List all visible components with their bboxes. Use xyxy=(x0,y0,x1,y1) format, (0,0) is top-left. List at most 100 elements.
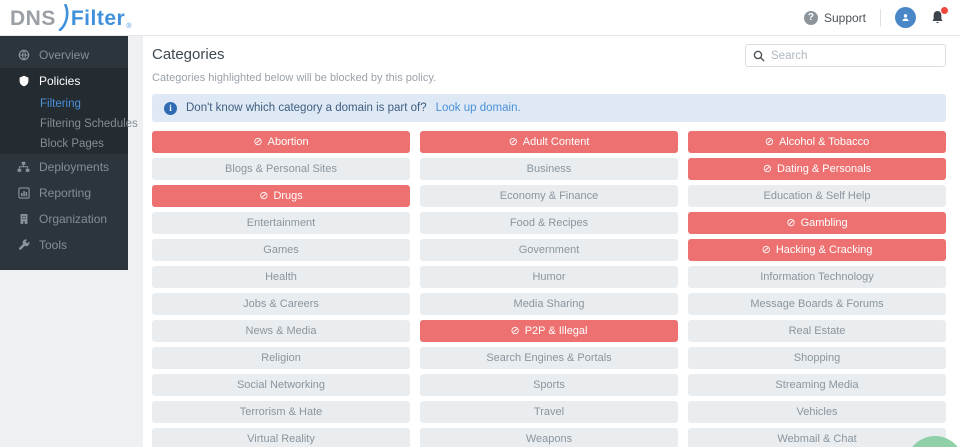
category-label: Webmail & Chat xyxy=(777,433,857,445)
category-abortion[interactable]: ⊘ Abortion xyxy=(152,131,410,153)
blocked-icon: ⊘ xyxy=(764,135,774,148)
page-subtitle: Categories highlighted below will be blo… xyxy=(152,72,437,84)
sidebar-item-label: Overview xyxy=(39,48,90,62)
category-label: Drugs xyxy=(273,190,303,202)
chat-bubble-button[interactable] xyxy=(906,436,960,447)
category-label: Humor xyxy=(532,271,566,283)
user-avatar-button[interactable] xyxy=(895,7,916,28)
category-label: Adult Content xyxy=(522,136,590,148)
category-shopping[interactable]: Shopping xyxy=(688,347,946,369)
category-label: Alcohol & Tobacco xyxy=(778,136,870,148)
category-label: Media Sharing xyxy=(513,298,585,310)
blocked-icon: ⊘ xyxy=(761,243,771,256)
sidebar-item-policies[interactable]: Policies xyxy=(0,68,128,94)
category-real-estate[interactable]: Real Estate xyxy=(688,320,946,342)
category-label: Terrorism & Hate xyxy=(239,406,323,418)
category-entertainment[interactable]: Entertainment xyxy=(152,212,410,234)
lookup-domain-link[interactable]: Look up domain. xyxy=(435,102,521,114)
dnsfilter-logo[interactable]: DNS Filter ® xyxy=(10,4,131,31)
category-government[interactable]: Government xyxy=(420,239,678,261)
sidebar-item-label: Organization xyxy=(39,212,108,226)
user-icon xyxy=(902,14,909,21)
search-input[interactable] xyxy=(771,49,938,62)
category-p2p-illegal[interactable]: ⊘ P2P & Illegal xyxy=(420,320,678,342)
sidebar-item-reporting[interactable]: Reporting xyxy=(0,180,128,206)
category-drugs[interactable]: ⊘ Drugs xyxy=(152,185,410,207)
category-dating-personals[interactable]: ⊘ Dating & Personals xyxy=(688,158,946,180)
category-humor[interactable]: Humor xyxy=(420,266,678,288)
category-label: Shopping xyxy=(793,352,841,364)
category-label: Vehicles xyxy=(796,406,838,418)
logo-text-filter: Filter xyxy=(70,7,126,30)
bar-chart-icon xyxy=(17,187,30,200)
category-adult-content[interactable]: ⊘ Adult Content xyxy=(420,131,678,153)
category-health[interactable]: Health xyxy=(152,266,410,288)
topbar-right: ? Support xyxy=(803,6,948,28)
category-label: Business xyxy=(526,163,572,175)
category-weapons[interactable]: Weapons xyxy=(420,428,678,447)
blocked-icon: ⊘ xyxy=(253,135,263,148)
category-webmail-chat[interactable]: Webmail & Chat xyxy=(688,428,946,447)
sidebar-item-tools[interactable]: Tools xyxy=(0,232,128,258)
category-label: P2P & Illegal xyxy=(524,325,588,337)
category-terrorism-hate[interactable]: Terrorism & Hate xyxy=(152,401,410,423)
category-news-media[interactable]: News & Media xyxy=(152,320,410,342)
sidebar-item-overview[interactable]: Overview xyxy=(0,42,128,68)
category-label: Hacking & Cracking xyxy=(775,244,873,256)
category-label: Search Engines & Portals xyxy=(486,352,612,364)
topbar-divider xyxy=(880,8,881,27)
building-icon xyxy=(17,213,30,226)
sidebar-item-deployments[interactable]: Deployments xyxy=(0,154,128,180)
category-economy-finance[interactable]: Economy & Finance xyxy=(420,185,678,207)
category-message-boards-forums[interactable]: Message Boards & Forums xyxy=(688,293,946,315)
blocked-icon: ⊘ xyxy=(508,135,518,148)
category-label: Jobs & Careers xyxy=(243,298,319,310)
category-sports[interactable]: Sports xyxy=(420,374,678,396)
category-blogs-personal-sites[interactable]: Blogs & Personal Sites xyxy=(152,158,410,180)
notifications-button[interactable] xyxy=(930,6,948,27)
category-gambling[interactable]: ⊘ Gambling xyxy=(688,212,946,234)
lookup-banner: i Don't know which category a domain is … xyxy=(152,94,946,122)
blocked-icon: ⊘ xyxy=(510,324,520,337)
sidebar-menu: Overview Policies Filtering Filtering Sched… xyxy=(0,36,138,270)
category-label: Health xyxy=(265,271,297,283)
support-button[interactable]: ? Support xyxy=(803,10,866,25)
sidebar-item-organization[interactable]: Organization xyxy=(0,206,128,232)
page-title: Categories xyxy=(152,46,225,63)
category-jobs-careers[interactable]: Jobs & Careers xyxy=(152,293,410,315)
category-business[interactable]: Business xyxy=(420,158,678,180)
category-information-technology[interactable]: Information Technology xyxy=(688,266,946,288)
category-travel[interactable]: Travel xyxy=(420,401,678,423)
category-streaming-media[interactable]: Streaming Media xyxy=(688,374,946,396)
sidebar-subitem-block-pages[interactable]: Block Pages xyxy=(40,138,104,150)
category-virtual-reality[interactable]: Virtual Reality xyxy=(152,428,410,447)
category-label: Food & Recipes xyxy=(509,217,589,229)
category-vehicles[interactable]: Vehicles xyxy=(688,401,946,423)
category-media-sharing[interactable]: Media Sharing xyxy=(420,293,678,315)
sidebar-subitem-filtering-schedules[interactable]: Filtering Schedules xyxy=(40,118,138,130)
sidebar-item-label: Reporting xyxy=(39,186,92,200)
category-label: Message Boards & Forums xyxy=(750,298,884,310)
category-hacking-cracking[interactable]: ⊘ Hacking & Cracking xyxy=(688,239,946,261)
sidebar-item-label: Deployments xyxy=(39,160,110,174)
category-label: News & Media xyxy=(245,325,317,337)
sidebar-item-label: Policies xyxy=(39,74,81,88)
category-religion[interactable]: Religion xyxy=(152,347,410,369)
blocked-icon: ⊘ xyxy=(786,216,796,229)
logo-swoosh-icon xyxy=(58,4,69,31)
sidebar-subitem-filtering[interactable]: Filtering xyxy=(40,98,81,110)
category-label: Sports xyxy=(533,379,565,391)
category-search-engines-portals[interactable]: Search Engines & Portals xyxy=(420,347,678,369)
category-games[interactable]: Games xyxy=(152,239,410,261)
category-label: Virtual Reality xyxy=(247,433,315,445)
support-label: Support xyxy=(823,10,866,25)
category-education-self-help[interactable]: Education & Self Help xyxy=(688,185,946,207)
category-social-networking[interactable]: Social Networking xyxy=(152,374,410,396)
category-label: Education & Self Help xyxy=(763,190,871,202)
sidebar-item-label: Tools xyxy=(39,238,68,252)
category-label: Travel xyxy=(533,406,565,418)
category-food-recipes[interactable]: Food & Recipes xyxy=(420,212,678,234)
category-alcohol-tobacco[interactable]: ⊘ Alcohol & Tobacco xyxy=(688,131,946,153)
category-label: Entertainment xyxy=(246,217,316,229)
search-box xyxy=(745,44,946,67)
